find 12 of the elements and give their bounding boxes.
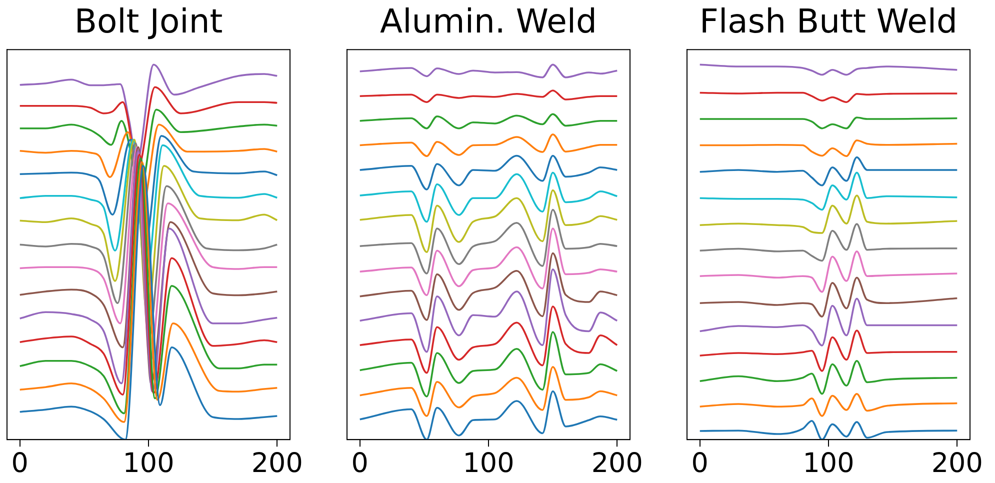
x-tick-label: 100 — [462, 448, 514, 479]
x-tick-label: 100 — [802, 448, 854, 479]
chart-title: Alumin. Weld — [380, 1, 597, 40]
chart-title: Flash Butt Weld — [699, 1, 958, 40]
chart-title: Bolt Joint — [74, 1, 223, 40]
x-tick-label: 200 — [931, 448, 983, 479]
x-tick-label: 100 — [122, 448, 174, 479]
x-tick-label: 0 — [11, 448, 28, 479]
x-tick-label: 0 — [351, 448, 368, 479]
x-tick-label: 200 — [591, 448, 643, 479]
x-tick-label: 0 — [691, 448, 708, 479]
x-tick-label: 200 — [251, 448, 303, 479]
